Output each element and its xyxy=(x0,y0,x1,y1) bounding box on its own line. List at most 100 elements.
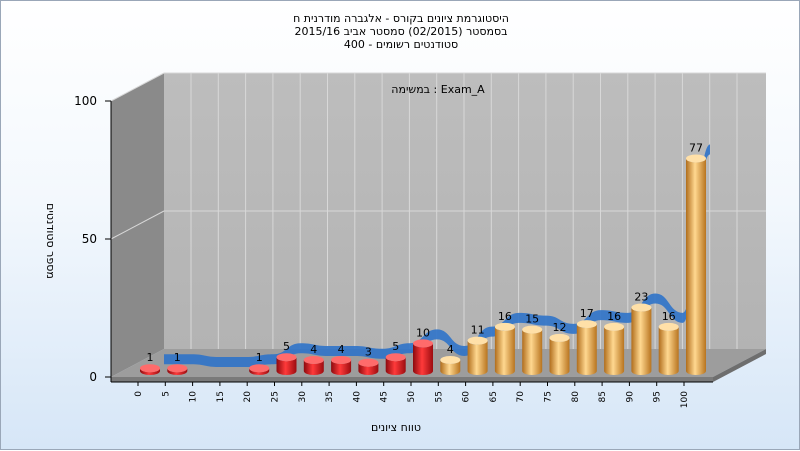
bar-value-label: 1 xyxy=(256,351,263,364)
bar-body xyxy=(276,357,297,375)
exam-annotation: במשימה : Exam_A xyxy=(391,83,485,96)
bar-value-label: 12 xyxy=(553,321,567,334)
x-tick-label: 80 xyxy=(571,391,581,403)
bar-value-label: 16 xyxy=(662,310,676,323)
bar-value-label: 10 xyxy=(416,326,430,339)
bar-cap xyxy=(331,355,352,364)
bar-value-label: 5 xyxy=(283,340,290,353)
bar-cap xyxy=(631,303,652,312)
bar-value-label: 4 xyxy=(338,343,345,356)
x-tick-label: 75 xyxy=(544,391,554,402)
bar-body xyxy=(467,340,488,375)
x-tick-label: 15 xyxy=(216,391,226,402)
bar-cap xyxy=(522,325,543,334)
x-tick-label: 55 xyxy=(434,391,444,402)
bar-65: 16 xyxy=(494,310,515,375)
bar-55: 4 xyxy=(440,343,461,375)
bar-100: 77 xyxy=(686,141,706,375)
bar-value-label: 4 xyxy=(447,343,454,356)
bar-cap xyxy=(494,322,515,331)
x-tick-label: 40 xyxy=(352,391,362,403)
bar-30: 4 xyxy=(303,343,324,375)
bar-value-label: 17 xyxy=(580,307,594,320)
bar-cap xyxy=(276,353,297,362)
x-tick-label: 100 xyxy=(680,391,690,408)
x-tick-label: 10 xyxy=(189,391,199,403)
bar-value-label: 23 xyxy=(634,291,648,304)
bar-cap xyxy=(385,353,406,362)
x-axis-title: טווח ציונים xyxy=(371,421,421,434)
bar-body xyxy=(549,337,570,375)
floor-side-edge xyxy=(713,349,766,382)
bar-body xyxy=(522,329,543,375)
bar-body xyxy=(385,357,406,375)
y-axis-title: מספר סטודנטים xyxy=(44,203,57,279)
bar-70: 15 xyxy=(522,313,543,375)
bar-20: 1 xyxy=(249,351,270,375)
bar-cap xyxy=(440,355,461,364)
bar-value-label: 1 xyxy=(147,351,154,364)
floor-front-edge xyxy=(111,377,713,382)
bar-value-label: 3 xyxy=(365,346,372,359)
bar-body xyxy=(358,362,379,375)
bar-45: 5 xyxy=(385,340,406,375)
bar-value-label: 77 xyxy=(689,141,703,154)
bar-value-label: 5 xyxy=(392,340,399,353)
bar-cap xyxy=(604,322,625,331)
bar-cap xyxy=(413,339,433,348)
bar-body xyxy=(303,359,324,375)
bar-body xyxy=(494,326,515,375)
bar-5: 1 xyxy=(167,351,188,375)
bar-body xyxy=(631,307,652,375)
bar-cap xyxy=(358,358,379,367)
bar-body xyxy=(413,343,433,375)
bar-95: 16 xyxy=(658,310,679,375)
bar-value-label: 11 xyxy=(471,324,485,337)
x-tick-label: 30 xyxy=(298,391,308,403)
bar-value-label: 16 xyxy=(607,310,621,323)
bar-40: 3 xyxy=(358,346,379,375)
bar-cap xyxy=(467,336,488,345)
bar-60: 11 xyxy=(467,324,488,375)
bar-75: 12 xyxy=(549,321,570,375)
x-tick-label: 65 xyxy=(489,391,499,402)
grid-lines xyxy=(110,72,766,349)
grid-line-side xyxy=(110,210,165,240)
x-tick-label: 70 xyxy=(516,391,526,403)
bar-cap xyxy=(249,364,270,373)
bar-35: 4 xyxy=(331,343,352,375)
bar-cap xyxy=(140,364,160,373)
bar-body xyxy=(604,326,625,375)
bar-cap xyxy=(303,355,324,364)
x-tick-label: 50 xyxy=(407,391,417,403)
x-tick-label: 90 xyxy=(625,391,635,403)
x-tick-label: 5 xyxy=(161,391,171,397)
bar-50: 10 xyxy=(413,326,433,375)
x-tick-label: 20 xyxy=(243,391,253,403)
bar-value-label: 15 xyxy=(525,313,539,326)
x-tick-label: 45 xyxy=(380,391,390,402)
bar-90: 23 xyxy=(631,291,652,375)
chart-title-line-2: בסמסטר (02/2015) סמסטר אביב 2015/16 xyxy=(294,25,508,38)
bar-body xyxy=(167,368,188,375)
x-tick-label: 35 xyxy=(325,391,335,402)
bar-value-label: 1 xyxy=(174,351,181,364)
chart-title-line-3: סטודנטים רשומים - 400 xyxy=(343,38,459,51)
bar-value-label: 4 xyxy=(310,343,317,356)
bar-cap xyxy=(686,154,706,163)
bar-cap xyxy=(576,320,597,329)
x-tick-label: 85 xyxy=(598,391,608,402)
bar-80: 17 xyxy=(576,307,597,375)
y-tick-label: 50 xyxy=(82,232,97,246)
bar-85: 16 xyxy=(604,310,625,375)
bar-0: 1 xyxy=(140,351,160,375)
bar-cap xyxy=(167,364,188,373)
bar-body xyxy=(140,368,160,375)
bar-value-label: 16 xyxy=(498,310,512,323)
x-tick-label: 60 xyxy=(462,391,472,403)
x-tick-label: 25 xyxy=(271,391,281,402)
